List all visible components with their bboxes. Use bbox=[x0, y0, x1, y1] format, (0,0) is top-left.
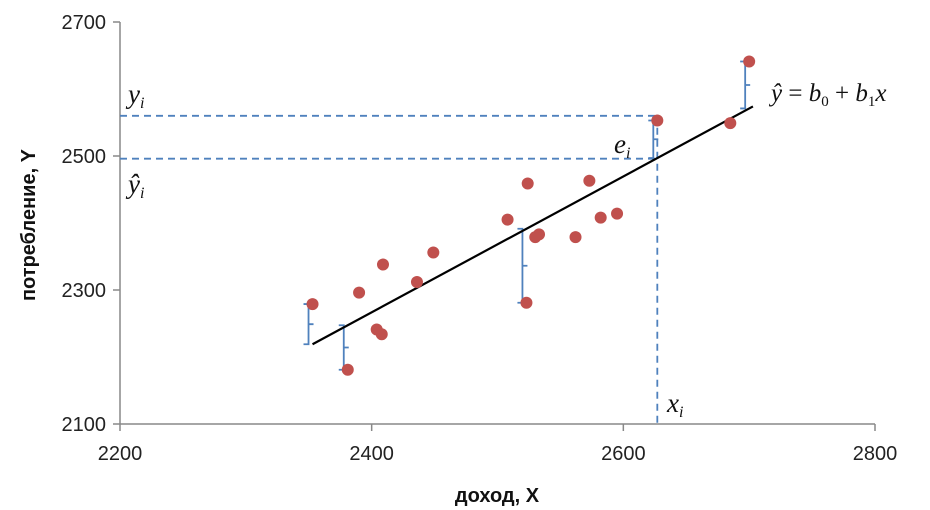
data-point bbox=[341, 363, 354, 376]
x-axis-label: доход, X bbox=[455, 485, 540, 507]
y-tick-label: 2300 bbox=[62, 280, 107, 302]
data-point bbox=[569, 231, 582, 244]
data-point bbox=[611, 207, 624, 220]
y-tick-label: 2700 bbox=[62, 12, 107, 34]
y-tick-label: 2100 bbox=[62, 414, 107, 436]
residual-bracket bbox=[648, 119, 659, 159]
xi-label: xi bbox=[666, 388, 683, 421]
data-point bbox=[375, 328, 388, 341]
data-point bbox=[521, 177, 534, 190]
data-point bbox=[724, 117, 737, 130]
residual-bracket bbox=[338, 324, 349, 371]
residual-bracket bbox=[740, 60, 751, 110]
ei-label: ei bbox=[614, 129, 630, 162]
y-axis-label: потребление, Y bbox=[18, 148, 40, 301]
yi-label: yi bbox=[125, 79, 144, 112]
x-tick-label: 2200 bbox=[98, 443, 143, 465]
data-point bbox=[501, 213, 514, 226]
data-point bbox=[583, 174, 596, 187]
residual-bracket bbox=[303, 303, 314, 346]
data-point bbox=[651, 114, 664, 127]
x-tick-label: 2400 bbox=[349, 443, 394, 465]
x-tick-label: 2600 bbox=[601, 443, 646, 465]
data-point bbox=[743, 55, 756, 68]
guide-lines bbox=[120, 114, 659, 424]
yhat-label: ŷi bbox=[125, 169, 144, 202]
y-tick-label: 2500 bbox=[62, 146, 107, 168]
data-point bbox=[306, 298, 319, 311]
residual-brackets bbox=[303, 60, 751, 371]
y-tick-group: 2100 2300 2500 2700 bbox=[62, 12, 120, 436]
data-point bbox=[594, 211, 607, 224]
data-point bbox=[376, 258, 389, 271]
data-point bbox=[427, 246, 440, 259]
x-tick-label: 2800 bbox=[853, 443, 898, 465]
data-point bbox=[353, 286, 366, 299]
data-point bbox=[533, 228, 546, 241]
x-tick-group: 2200 2400 2600 2800 bbox=[98, 424, 898, 465]
regression-line bbox=[312, 105, 754, 346]
data-point bbox=[410, 275, 423, 288]
residual-bracket bbox=[517, 227, 528, 304]
data-point bbox=[520, 296, 533, 309]
math-annotations: yi ŷi ei xi ŷ = b0 + b1x bbox=[125, 79, 886, 421]
regression-equation: ŷ = b0 + b1x bbox=[768, 80, 886, 110]
data-points bbox=[306, 55, 756, 376]
axes bbox=[119, 22, 875, 425]
